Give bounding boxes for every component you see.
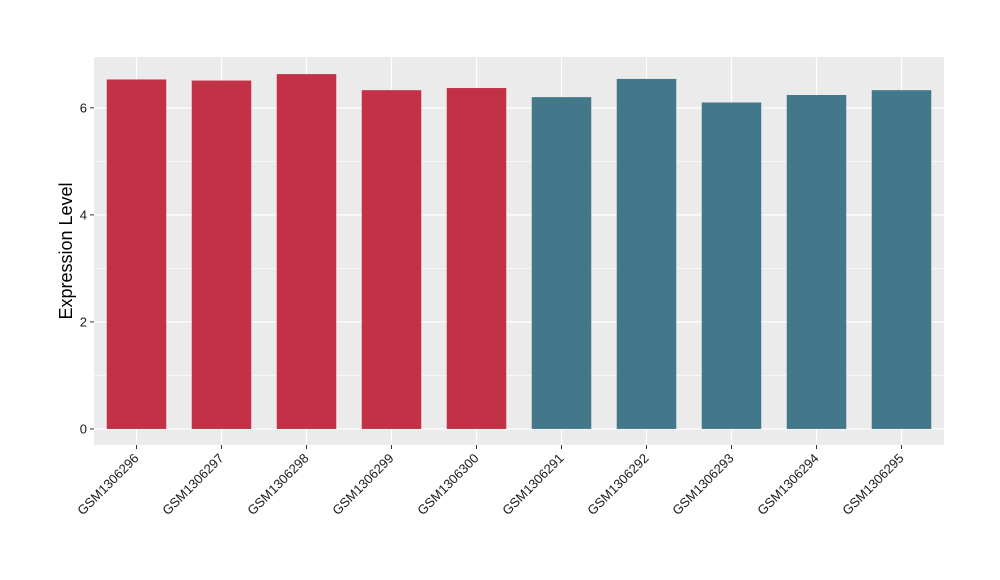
y-tick-label: 4 (80, 207, 87, 222)
y-axis: 0 2 4 6 (80, 100, 94, 436)
bar-GSM1306294 (786, 94, 847, 429)
x-tick-label: GSM1306297 (159, 451, 226, 518)
bar-GSM1306299 (361, 90, 422, 429)
x-axis: GSM1306296 GSM1306297 GSM1306298 GSM1306299… (74, 445, 907, 518)
bar-GSM1306291 (531, 97, 592, 429)
y-axis-title: Expression Level (56, 182, 76, 319)
y-tick-label: 6 (80, 100, 87, 115)
bar-GSM1306300 (446, 88, 507, 429)
y-tick-label: 0 (80, 421, 87, 436)
x-tick-label: GSM1306298 (244, 451, 311, 518)
bar-GSM1306296 (106, 79, 167, 429)
bar-GSM1306298 (276, 74, 337, 429)
x-tick-label: GSM1306296 (74, 451, 141, 518)
bar-GSM1306292 (616, 78, 677, 429)
x-tick-label: GSM1306292 (584, 451, 651, 518)
x-tick-label: GSM1306300 (414, 451, 481, 518)
bar-GSM1306293 (701, 102, 762, 429)
x-tick-label: GSM1306291 (499, 451, 566, 518)
x-tick-label: GSM1306299 (329, 451, 396, 518)
bar-GSM1306295 (871, 90, 932, 429)
bar-GSM1306297 (191, 80, 252, 429)
x-tick-label: GSM1306293 (669, 451, 736, 518)
x-tick-label: GSM1306294 (754, 451, 821, 518)
x-tick-label: GSM1306295 (839, 451, 906, 518)
bars (106, 74, 932, 429)
y-tick-label: 2 (80, 314, 87, 329)
